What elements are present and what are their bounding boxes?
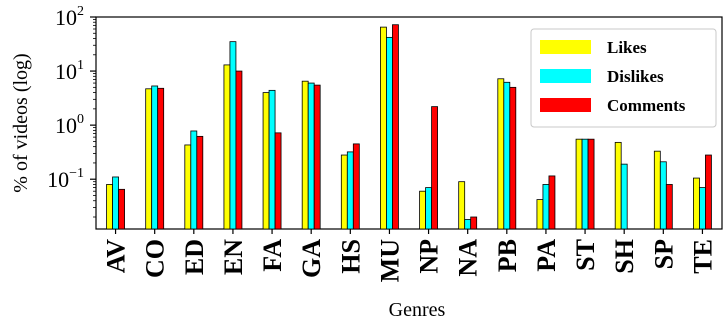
bar-likes-mu [380,26,387,230]
bar-comments-na [470,216,478,230]
bar-likes-av [106,184,113,230]
bar-comments-ga [313,84,321,230]
x-tick-label-ga: GA [297,239,326,278]
bar-dislikes-np [425,187,432,230]
bar-comments-en [235,70,243,230]
bar-dislikes-ga [307,82,315,230]
bar-dislikes-sp [659,161,667,230]
bar-likes-ga [301,80,309,230]
bar-dislikes-pb [503,81,511,230]
bar-comments-pa [548,175,556,230]
x-tick-label-ed: ED [180,239,209,275]
x-tick-label-av: AV [102,239,131,273]
legend-swatch-dislikes [540,69,591,83]
bar-comments-hs [352,143,360,230]
y-tick-label: 100 [55,112,84,138]
bar-dislikes-te [699,187,706,230]
bar-likes-pb [497,78,505,230]
x-tick-label-pa: PA [532,239,561,272]
bar-comments-sp [665,184,673,230]
legend-swatch-likes [540,40,591,54]
bar-comments-fa [274,132,282,230]
x-axis-label: Genres [389,299,446,321]
bar-comments-te [705,154,712,230]
legend-label-likes: Likes [607,38,647,57]
bar-likes-fa [262,92,270,230]
x-tick-label-co: CO [141,239,170,278]
bar-dislikes-en [229,41,237,230]
bar-dislikes-hs [346,151,354,230]
bar-dislikes-ed [190,130,198,230]
bar-likes-st [575,138,583,230]
bar-dislikes-st [581,138,589,230]
bar-comments-ed [196,135,204,230]
bar-likes-hs [340,154,348,230]
x-tick-label-np: NP [415,239,444,274]
x-tick-label-te: TE [688,239,717,274]
legend: Likes Dislikes Comments [530,28,717,128]
legend-swatch-comments [540,98,591,112]
bar-dislikes-co [151,85,159,230]
x-tick-label-sh: SH [610,239,639,274]
bar-comments-st [587,138,595,230]
x-tick-label-na: NA [454,239,483,277]
x-tick-label-st: ST [571,239,600,271]
axes: 102 101 100 10−1 AV CO ED EN FA GA HS MU NP NA PB PA ST S… [47,4,717,282]
x-tick-label-en: EN [219,239,248,275]
bars [106,24,712,230]
legend-label-comments: Comments [607,96,686,115]
bar-comments-mu [392,24,399,230]
x-tick-label-pb: PB [493,239,522,272]
bar-likes-sp [653,150,661,230]
bar-likes-pa [536,199,544,230]
bar-dislikes-sh [620,163,628,230]
bar-likes-en [223,64,231,230]
bar-likes-te [693,177,700,230]
x-tick-label-mu: MU [375,239,404,283]
bar-dislikes-fa [268,89,276,230]
bar-comments-np [431,106,438,230]
bar-dislikes-mu [386,36,393,230]
bar-comments-co [157,87,165,230]
bar-likes-sh [614,141,622,230]
x-tick-label-sp: SP [649,239,678,269]
x-tick-label-hs: HS [336,239,365,274]
y-tick-label: 102 [55,4,84,30]
bar-likes-np [419,190,426,230]
y-tick-label: 10−1 [47,166,84,192]
x-tick-label-fa: FA [258,239,287,272]
bar-dislikes-pa [542,184,550,230]
bar-comments-av [118,188,125,230]
bar-likes-na [458,181,466,230]
bar-dislikes-av [112,176,119,230]
bar-likes-ed [184,144,192,230]
bar-comments-pb [509,86,517,230]
legend-label-dislikes: Dislikes [607,67,664,86]
y-axis-label: % of videos (log) [10,53,32,192]
y-tick-label: 101 [55,58,84,84]
bar-likes-co [145,88,153,230]
bar-dislikes-na [464,219,472,230]
